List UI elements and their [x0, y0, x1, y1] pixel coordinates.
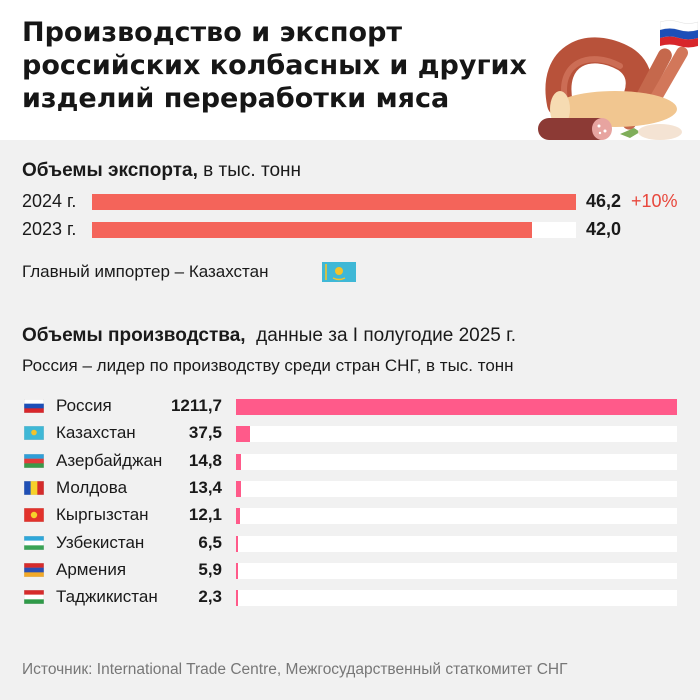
- export-heading: Объемы экспорта, в тыс. тонн: [22, 160, 301, 182]
- production-row: Кыргызстан 12,1: [0, 503, 700, 529]
- production-value-label: 37,5: [188, 423, 222, 443]
- kyrgyzstan-flag-icon: [24, 508, 44, 523]
- export-bar: [92, 222, 532, 238]
- production-row: Армения 5,9: [0, 558, 700, 584]
- production-value-label: 14,8: [188, 450, 222, 470]
- production-bar: [236, 535, 239, 552]
- production-value-label: 13,4: [188, 477, 222, 497]
- export-value-label: 42,0: [586, 219, 622, 239]
- kazakhstan-flag-icon: [24, 426, 44, 441]
- country-label: Казахстан: [56, 423, 136, 443]
- country-label: Армения: [56, 559, 127, 579]
- country-label: Молдова: [56, 477, 128, 497]
- kazakhstan-flag-icon: [322, 262, 356, 282]
- armenia-flag-icon: [24, 562, 44, 577]
- russia-flag-icon: [24, 399, 44, 413]
- moldova-flag-icon: [24, 480, 44, 495]
- production-bar: [236, 562, 239, 579]
- production-bar-track: [236, 426, 677, 443]
- production-bar: [236, 590, 238, 607]
- production-bar-track: [236, 480, 677, 497]
- production-bar: [236, 399, 677, 415]
- production-row: Азербайджан 14,8: [0, 449, 700, 475]
- country-label: Таджикистан: [56, 587, 158, 607]
- production-bar-track: [236, 399, 677, 415]
- production-subheading: Россия – лидер по производству среди стр…: [22, 356, 514, 375]
- export-value-label: 46,2: [586, 191, 622, 211]
- country-label: Азербайджан: [56, 450, 163, 470]
- production-bar: [236, 426, 250, 443]
- production-value-label: 6,5: [198, 532, 222, 552]
- production-bar: [236, 453, 242, 470]
- main-importer-text: Главный импортер – Казахстан: [22, 262, 269, 281]
- country-label: Россия: [56, 396, 112, 415]
- export-heading-bold: Объемы экспорта,: [22, 160, 198, 181]
- sausage-illustration: [538, 37, 688, 140]
- production-value-label: 12,1: [188, 505, 222, 525]
- production-row: Таджикистан 2,3: [0, 585, 700, 611]
- export-change-label: +10%: [631, 191, 678, 211]
- country-label: Кыргызстан: [56, 505, 149, 525]
- production-bar-track: [236, 508, 677, 525]
- production-row: Молдова 13,4: [0, 476, 700, 502]
- production-value-label: 5,9: [198, 559, 222, 579]
- uzbekistan-flag-icon: [24, 535, 44, 550]
- export-year-label: 2024 г.: [22, 191, 77, 211]
- export-bar-track: [92, 222, 576, 238]
- production-row: Россия 1211,7: [0, 394, 700, 420]
- russia-flag-icon: [660, 20, 698, 48]
- production-heading-period: данные за I полугодие 2025 г.: [245, 325, 517, 346]
- production-bar: [236, 508, 241, 525]
- export-bar: [92, 194, 576, 210]
- source-note: Источник: International Trade Centre, Ме…: [22, 661, 568, 678]
- production-value-label: 1211,7: [170, 396, 222, 415]
- production-row: Узбекистан 6,5: [0, 531, 700, 557]
- country-label: Узбекистан: [56, 532, 145, 552]
- page-title: Производство и экспорт российских колбас…: [22, 17, 527, 114]
- export-bar-track: [92, 194, 576, 210]
- export-year-label: 2023 г.: [22, 219, 77, 239]
- production-heading-bold: Объемы производства,: [22, 325, 246, 346]
- production-bar-track: [236, 590, 677, 607]
- production-bar-track: [236, 562, 677, 579]
- production-row: Казахстан 37,5: [0, 421, 700, 447]
- production-bar: [236, 480, 241, 497]
- export-heading-unit: в тыс. тонн: [197, 160, 302, 181]
- azerbaijan-flag-icon: [24, 453, 44, 468]
- production-bar-track: [236, 535, 677, 552]
- tajikistan-flag-icon: [24, 590, 44, 605]
- production-bar-track: [236, 453, 677, 470]
- production-value-label: 2,3: [198, 587, 222, 607]
- production-heading: Объемы производства, данные за I полугод…: [22, 325, 516, 347]
